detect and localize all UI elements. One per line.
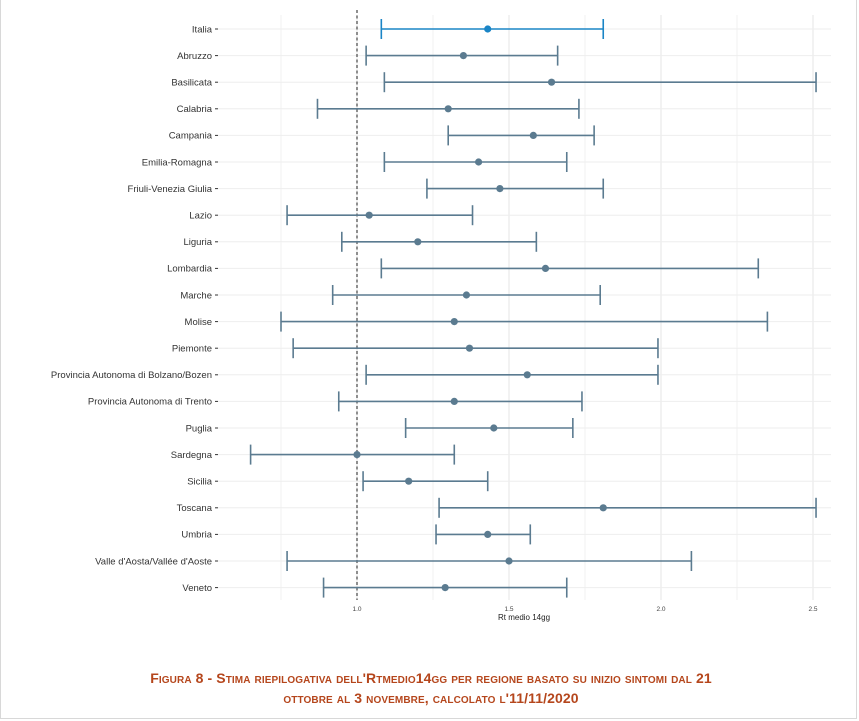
point-estimate [484, 530, 492, 539]
region-label: Provincia Autonoma di Trento [88, 397, 212, 408]
forest-plot: Italia Abruzzo Basilicata Calabria Campania E… [51, 10, 831, 622]
point-estimate [459, 52, 467, 60]
region-label: Sardegna [171, 450, 213, 461]
point-estimate [505, 557, 513, 565]
x-tick-label: 2.5 [808, 606, 817, 613]
region-label: Marche [180, 290, 212, 301]
region-label: Lazio [189, 211, 212, 222]
x-tick-label: 1.5 [504, 606, 513, 613]
point-estimate [414, 238, 422, 246]
point-estimate [353, 451, 361, 459]
region-label: Liguria [183, 237, 212, 248]
caption-line-1: Figura 8 - Stima riepilogativa dell'Rtme… [150, 670, 712, 686]
point-estimate [462, 291, 471, 299]
point-estimate [450, 397, 458, 405]
region-label: Veneto [182, 583, 212, 594]
figure-caption: Figura 8 - Stima riepilogativa dell'Rtme… [31, 668, 831, 708]
caption-line-2: ottobre al 3 novembre, calcolato l'11/11… [283, 690, 579, 706]
x-axis-title: Rt medio 14gg [498, 613, 550, 622]
point-estimate [405, 477, 413, 485]
point-estimate [484, 25, 492, 33]
region-label: Calabria [177, 104, 213, 115]
region-label: Piemonte [172, 344, 212, 355]
point-estimate [475, 158, 483, 166]
x-tick-label: 2.0 [656, 606, 665, 613]
region-label: Campania [169, 131, 213, 142]
region-label: Abruzzo [177, 51, 212, 62]
point-estimate [529, 131, 537, 139]
region-label: Toscana [177, 503, 213, 514]
region-label: Italia [192, 24, 213, 35]
point-estimate [365, 211, 373, 219]
region-label: Provincia Autonoma di Bolzano/Bozen [51, 370, 212, 381]
point-estimate [450, 318, 458, 326]
region-label: Sicilia [187, 477, 213, 488]
point-estimate [465, 344, 474, 352]
region-label: Puglia [186, 423, 213, 434]
region-label: Umbria [181, 530, 212, 541]
point-estimate [490, 424, 498, 432]
region-label: Emilia-Romagna [142, 157, 213, 168]
region-label: Basilicata [171, 78, 212, 89]
point-estimate [599, 504, 607, 512]
region-label: Lombardia [167, 264, 213, 275]
point-estimate [444, 105, 452, 113]
region-label: Friuli-Venezia Giulia [128, 184, 213, 195]
x-tick-label: 1.0 [352, 606, 361, 613]
point-estimate [496, 185, 504, 193]
point-estimate [541, 264, 550, 272]
region-label: Molise [185, 317, 212, 328]
region-label: Valle d'Aosta/Vallée d'Aoste [95, 556, 212, 567]
point-estimate [523, 371, 531, 379]
point-estimate [441, 584, 449, 592]
point-estimate [547, 78, 556, 86]
